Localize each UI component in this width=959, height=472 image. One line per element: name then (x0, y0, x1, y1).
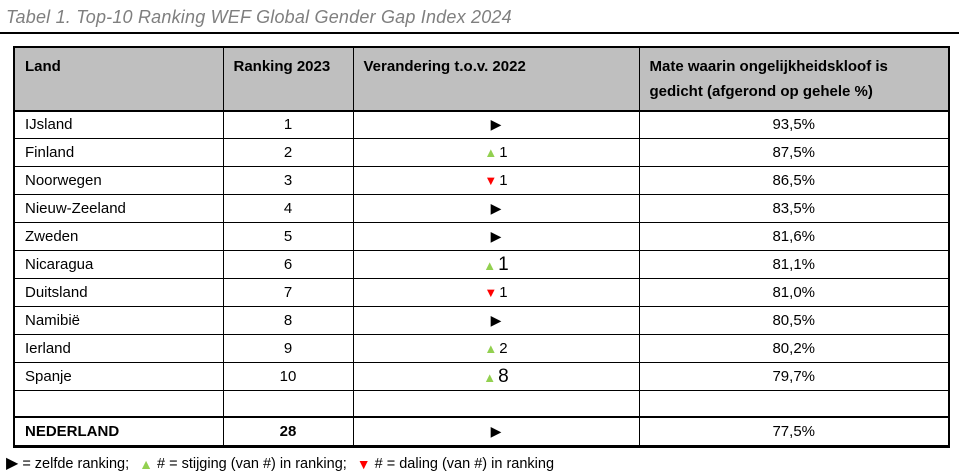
ranking-cell: 7 (222, 278, 354, 307)
table-row: Nicaragua 6 ▲ 1 81,1% (13, 250, 950, 279)
change-cell: ▶ (352, 306, 640, 335)
percentage-cell: 87,5% (638, 138, 950, 167)
percentage-cell: 80,2% (638, 334, 950, 363)
change-cell (352, 390, 640, 417)
change-amount: 2 (499, 340, 508, 357)
country-cell: Duitsland (13, 278, 224, 307)
percentage-cell: 86,5% (638, 166, 950, 195)
percentage-cell: 83,5% (638, 194, 950, 223)
country-cell: NEDERLAND (13, 415, 224, 447)
same-rank-icon: ▶ (490, 312, 502, 328)
table-body: IJsland 1 ▶ 93,5% Finland 2 ▲ 1 87,5% Noorwegen 3 ▼… (13, 110, 950, 447)
title-divider (0, 32, 959, 34)
change-cell: ▲ 1 (352, 250, 640, 279)
ranking-cell: 8 (222, 306, 354, 335)
change-cell: ▼ 1 (352, 278, 640, 307)
header-cell-change: Verandering t.o.v. 2022 (352, 46, 640, 112)
table-row: Nieuw-Zeeland 4 ▶ 83,5% (13, 194, 950, 223)
country-cell: Nieuw-Zeeland (13, 194, 224, 223)
table-row: Duitsland 7 ▼ 1 81,0% (13, 278, 950, 307)
percentage-cell: 81,1% (638, 250, 950, 279)
legend-down-text: # = daling (van #) in ranking (374, 456, 555, 472)
change-cell: ▶ (352, 194, 640, 223)
ranking-cell (222, 390, 354, 417)
table-row: Noorwegen 3 ▼ 1 86,5% (13, 166, 950, 195)
ranking-cell: 2 (222, 138, 354, 167)
ranking-cell: 3 (222, 166, 354, 195)
ranking-cell: 5 (222, 222, 354, 251)
up-triangle-icon: ▲ (139, 456, 153, 472)
ranking-cell: 9 (222, 334, 354, 363)
table-row: Ierland 9 ▲ 2 80,2% (13, 334, 950, 363)
percentage-cell: 81,0% (638, 278, 950, 307)
down-triangle-icon: ▼ (484, 285, 498, 300)
country-cell: Spanje (13, 362, 224, 391)
percentage-cell: 80,5% (638, 306, 950, 335)
same-rank-icon: ▶ (490, 422, 502, 439)
percentage-cell: 77,5% (638, 415, 950, 447)
header-cell-land: Land (13, 46, 224, 112)
change-amount: 1 (498, 253, 509, 275)
change-amount: 8 (498, 365, 509, 387)
change-amount: 1 (499, 172, 508, 189)
same-rank-icon: ▶ (6, 455, 19, 472)
table-row (13, 390, 950, 417)
percentage-cell (638, 390, 950, 417)
ranking-cell: 1 (222, 110, 354, 139)
same-rank-icon: ▶ (490, 200, 502, 216)
country-cell: Noorwegen (13, 166, 224, 195)
country-cell: Namibië (13, 306, 224, 335)
ranking-cell: 6 (222, 250, 354, 279)
change-amount: 1 (499, 284, 508, 301)
ranking-cell: 10 (222, 362, 354, 391)
up-triangle-icon: ▲ (483, 257, 497, 273)
change-cell: ▼ 1 (352, 166, 640, 195)
page-title: Tabel 1. Top-10 Ranking WEF Global Gende… (6, 7, 512, 27)
country-cell: Finland (13, 138, 224, 167)
header-cell-ranking: Ranking 2023 (222, 46, 354, 112)
change-cell: ▶ (352, 415, 640, 447)
percentage-cell: 79,7% (638, 362, 950, 391)
change-cell: ▶ (352, 110, 640, 139)
down-triangle-icon: ▼ (356, 456, 371, 472)
up-triangle-icon: ▲ (484, 341, 498, 356)
ranking-table: Land Ranking 2023 Verandering t.o.v. 202… (13, 46, 950, 448)
down-triangle-icon: ▼ (484, 173, 498, 188)
table-row: Namibië 8 ▶ 80,5% (13, 306, 950, 335)
country-cell: Ierland (13, 334, 224, 363)
header-cell-pct: Mate waarin ongelijkheidskloof is gedich… (638, 46, 950, 112)
legend-up-text: # = stijging (van #) in ranking; (156, 456, 347, 472)
change-cell: ▶ (352, 222, 640, 251)
table-row: IJsland 1 ▶ 93,5% (13, 110, 950, 139)
ranking-cell: 4 (222, 194, 354, 223)
change-cell: ▲ 8 (352, 362, 640, 391)
change-cell: ▲ 2 (352, 334, 640, 363)
up-triangle-icon: ▲ (483, 369, 497, 385)
nederland-row: NEDERLAND 28 ▶ 77,5% (13, 415, 950, 447)
change-amount: 1 (499, 144, 508, 161)
change-cell: ▲ 1 (352, 138, 640, 167)
legend-same-text: = zelfde ranking; (22, 456, 130, 472)
percentage-cell: 81,6% (638, 222, 950, 251)
country-cell (13, 390, 224, 417)
up-triangle-icon: ▲ (484, 145, 498, 160)
header-row: Land Ranking 2023 Verandering t.o.v. 202… (13, 46, 950, 112)
country-cell: Zweden (13, 222, 224, 251)
table-row: Spanje 10 ▲ 8 79,7% (13, 362, 950, 391)
table-row: Zweden 5 ▶ 81,6% (13, 222, 950, 251)
legend: ▶ = zelfde ranking; ▲ # = stijging (van … (6, 456, 959, 472)
ranking-cell: 28 (222, 415, 354, 447)
same-rank-icon: ▶ (490, 116, 502, 133)
percentage-cell: 93,5% (638, 110, 950, 139)
country-cell: Nicaragua (13, 250, 224, 279)
table-row: Finland 2 ▲ 1 87,5% (13, 138, 950, 167)
country-cell: IJsland (13, 110, 224, 139)
same-rank-icon: ▶ (490, 228, 502, 244)
